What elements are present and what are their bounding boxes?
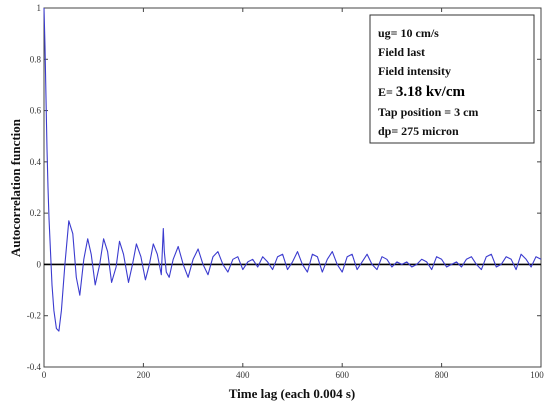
x-axis-label: Time lag (each 0.004 s) (229, 386, 356, 401)
annotation-field-intensity: Field intensity (378, 64, 451, 78)
plot-frame (43, 7, 542, 368)
annotation-particle-size: dp= 275 micron (378, 124, 459, 138)
y-tick-label: 0.8 (30, 54, 42, 64)
y-tick-label: 1 (37, 3, 42, 13)
x-tick-label: 600 (335, 370, 349, 380)
x-tick-label: 800 (435, 370, 449, 380)
y-tick-label: 0.6 (30, 106, 42, 116)
x-tick-label: 0 (42, 370, 47, 380)
y-tick-label: -0.4 (27, 362, 42, 372)
annotation-field-last: Field last (378, 45, 425, 59)
y-axis-label: Autocorrelation function (8, 118, 23, 257)
y-tick-label: 0.2 (30, 208, 41, 218)
annotation-tap-position: Tap position = 3 cm (378, 105, 478, 119)
annotation-field-prefix: E= (378, 85, 396, 99)
y-tick-label: 0.4 (30, 157, 42, 167)
annotation-velocity: ug= 10 cm/s (378, 26, 439, 40)
y-tick-label: -0.2 (27, 311, 41, 321)
annotation-field-value: E= 3.18 kv/cm (378, 84, 466, 100)
y-tick-label: 0 (37, 259, 42, 269)
annotation-box (369, 14, 535, 144)
annotation-field-number: 3.18 kv/cm (396, 84, 466, 100)
x-tick-label: 100 (530, 370, 544, 380)
series-line-autocorrelation (43, 7, 542, 332)
axis-ticks: -0.4 -0.2 0 0.2 0.4 0.6 0.8 1 0 200 400 600 800 100 (27, 3, 545, 380)
x-tick-label: 400 (236, 370, 250, 380)
x-tick-label: 200 (137, 370, 151, 380)
